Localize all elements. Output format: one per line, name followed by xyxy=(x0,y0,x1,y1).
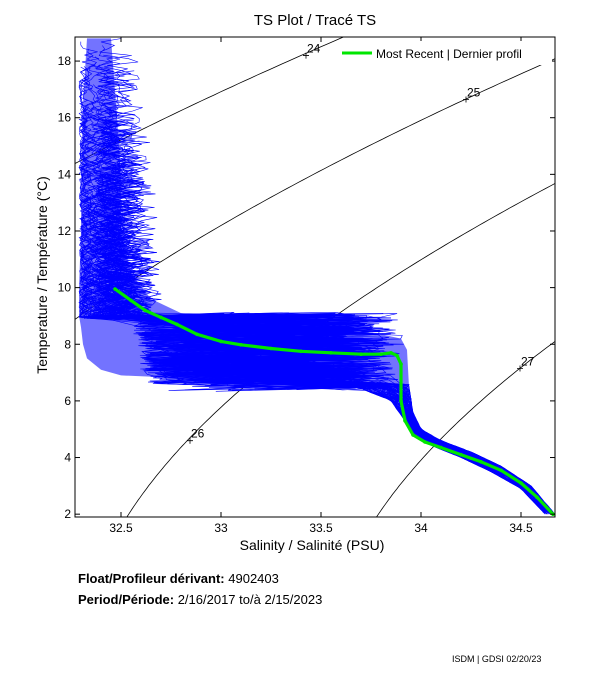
recent-profile-point xyxy=(219,339,223,344)
recent-profile-point xyxy=(329,351,333,355)
recent-profile-point xyxy=(389,351,393,355)
density-contour-26 xyxy=(126,183,555,517)
recent-profile-point xyxy=(379,352,383,357)
all-profiles xyxy=(78,38,555,515)
profile-line xyxy=(89,45,548,512)
recent-profile-point xyxy=(113,287,117,291)
profile-line xyxy=(100,94,554,514)
x-axis-label: Salinity / Salinité (PSU) xyxy=(240,537,385,553)
recent-profile-point xyxy=(411,433,415,437)
recent-profile-point xyxy=(269,346,273,351)
plot-frame xyxy=(74,36,556,518)
y-axis-label: Temperature / Température (°C) xyxy=(34,176,50,374)
y-tick-label: 14 xyxy=(58,167,72,181)
float-id: 4902403 xyxy=(228,571,279,586)
profile-line xyxy=(103,54,555,515)
period-start: 2/16/2017 xyxy=(177,592,236,607)
period-label: Period/Période: xyxy=(78,592,175,607)
float-info: Float/Profileur dérivant: 4902403 xyxy=(78,571,279,586)
recent-profile-point xyxy=(129,298,133,303)
density-contour-27 xyxy=(376,340,555,517)
recent-profile-point xyxy=(519,481,523,485)
x-tick-label: 32.5 xyxy=(109,521,133,535)
y-axis-ticks: 2 4 6 8 10 12 14 16 18 xyxy=(58,54,555,521)
profile-line xyxy=(88,63,548,513)
density-labels: 24 25 26 27 xyxy=(187,42,535,444)
profile-line xyxy=(80,271,546,514)
recent-profile-point xyxy=(299,349,303,354)
recent-profile-point xyxy=(195,332,199,337)
density-contour-24 xyxy=(75,37,345,164)
recent-profile-point xyxy=(499,468,503,473)
recent-profile-point xyxy=(175,322,179,327)
density-label: 26 xyxy=(191,427,205,441)
density-label: 24 xyxy=(307,42,321,56)
y-tick-label: 8 xyxy=(64,337,71,351)
recent-profile-point xyxy=(423,440,427,444)
density-label-mark xyxy=(303,52,309,59)
recent-profile-point xyxy=(399,399,403,403)
most-recent-profile xyxy=(113,287,555,516)
profile-line xyxy=(97,73,552,513)
y-tick-label: 4 xyxy=(64,451,71,465)
credit-text: ISDM | GDSI 02/20/23 xyxy=(452,654,542,664)
density-label: 27 xyxy=(521,354,535,368)
period-separator: to/à xyxy=(239,592,261,607)
recent-profile-point xyxy=(395,353,399,358)
x-tick-label: 34 xyxy=(414,521,428,535)
chart-title: TS Plot / Tracé TS xyxy=(254,12,376,29)
legend-box xyxy=(338,41,552,65)
profile-line xyxy=(99,133,551,512)
recent-profile-point xyxy=(439,445,443,450)
profile-line xyxy=(78,68,545,514)
recent-profile-point xyxy=(403,418,407,423)
profile-line xyxy=(78,41,548,515)
y-tick-label: 6 xyxy=(64,394,71,408)
x-tick-label: 33.5 xyxy=(309,521,333,535)
profiles-envelope xyxy=(79,38,555,515)
x-tick-label: 34.5 xyxy=(509,521,533,535)
profile-line xyxy=(90,84,548,513)
recent-profile-point xyxy=(359,352,363,357)
x-axis-ticks: 32.5 33 33.5 34 34.5 xyxy=(109,37,533,535)
profile-line xyxy=(142,320,546,513)
profile-line xyxy=(84,48,545,512)
recent-profile-point xyxy=(143,308,147,313)
recent-profile-point xyxy=(535,495,539,500)
density-label-mark xyxy=(517,365,523,372)
recent-profile-point xyxy=(239,343,243,347)
profile-line xyxy=(95,38,549,511)
recent-profile-point xyxy=(479,460,483,464)
legend: Most Recent | Dernier profil xyxy=(338,41,552,65)
profile-line xyxy=(89,112,550,514)
density-label-mark xyxy=(463,96,469,103)
y-tick-label: 10 xyxy=(58,281,72,295)
y-tick-label: 12 xyxy=(58,224,72,238)
y-tick-label: 18 xyxy=(58,54,72,68)
recent-profile-point xyxy=(399,362,403,366)
period-end: 2/15/2023 xyxy=(264,592,323,607)
density-label-mark xyxy=(187,437,193,444)
period-info: Period/Période: 2/16/2017 to/à 2/15/2023 xyxy=(78,592,322,607)
profile-line xyxy=(78,78,547,514)
profile-line xyxy=(103,70,554,513)
recent-profile-point xyxy=(159,315,163,320)
profile-line xyxy=(102,157,551,512)
legend-label: Most Recent | Dernier profil xyxy=(376,47,522,61)
profile-line xyxy=(90,82,552,515)
y-tick-label: 2 xyxy=(64,507,71,521)
density-label: 25 xyxy=(467,85,481,99)
profile-line xyxy=(94,56,551,513)
y-tick-label: 16 xyxy=(58,111,72,125)
recent-profile-point xyxy=(459,452,463,457)
float-label: Float/Profileur dérivant: xyxy=(78,571,225,586)
density-contour-25 xyxy=(75,58,555,320)
x-tick-label: 33 xyxy=(214,521,228,535)
profile-line xyxy=(90,64,551,514)
